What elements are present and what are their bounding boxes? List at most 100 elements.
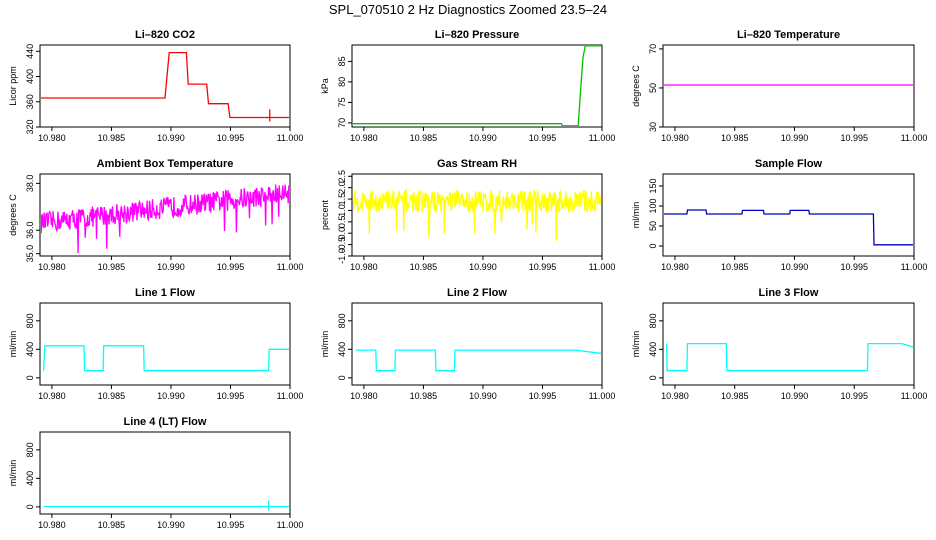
x-tick-label: 11.000 [277, 391, 304, 401]
y-tick-label: 0 [648, 375, 658, 380]
x-tick-label: 10.995 [840, 262, 868, 272]
x-tick-label: 10.995 [217, 133, 245, 143]
y-tick-label: 400 [25, 342, 35, 357]
panel-title: Line 2 Flow [447, 287, 507, 299]
y-tick-label: 38.0 [25, 175, 35, 193]
y-tick-label: -1.0 [337, 248, 347, 264]
x-tick-label: 10.995 [217, 520, 245, 530]
y-tick-label: 0 [337, 375, 347, 380]
x-tick-label: 10.990 [469, 391, 497, 401]
series-line [664, 209, 913, 246]
y-tick-label: 800 [337, 313, 347, 328]
plot-frame [351, 44, 603, 128]
x-tick-label: 10.985 [410, 262, 438, 272]
x-tick-label: 10.990 [469, 262, 497, 272]
y-tick-label: 1.0 [337, 204, 347, 217]
x-tick-label: 10.995 [529, 133, 557, 143]
y-axis-label: ml/min [320, 331, 330, 358]
series-line [665, 342, 913, 372]
x-tick-label: 10.995 [217, 262, 245, 272]
plot-frame [39, 302, 291, 386]
x-tick-label: 11.000 [589, 262, 616, 272]
y-tick-label: 70 [337, 118, 347, 128]
y-tick-label: 0 [25, 504, 35, 509]
series-line [353, 188, 601, 241]
panel-title: Gas Stream RH [437, 158, 517, 170]
plot-frame [351, 173, 603, 257]
y-tick-label: 360 [25, 94, 35, 109]
y-axis-label: ml/min [631, 202, 641, 229]
x-tick-label: 10.985 [98, 262, 126, 272]
x-tick-label: 10.980 [661, 262, 689, 272]
y-tick-label: 400 [337, 342, 347, 357]
y-axis-label: degrees C [631, 65, 641, 107]
x-tick-label: 10.995 [840, 133, 868, 143]
panel-8: Line 2 Flow 10.980 10.985 10.990 10.995 11.00… [320, 287, 615, 401]
x-tick-label: 10.985 [98, 391, 126, 401]
panel-6: Sample Flow 10.980 10.985 10.990 10.995 11.00… [631, 158, 927, 272]
x-tick-label: 11.000 [589, 391, 616, 401]
plot-frame [39, 431, 291, 515]
y-axis-label: percent [320, 199, 330, 230]
x-tick-label: 10.990 [781, 391, 809, 401]
x-tick-label: 10.995 [529, 262, 557, 272]
x-tick-label: 11.000 [901, 391, 928, 401]
y-tick-label: 0.5 [337, 216, 347, 229]
panel-10: Line 4 (LT) Flow 10.980 10.985 10.990 10.995… [8, 416, 303, 530]
plot-frame [662, 302, 915, 386]
series-line [41, 51, 289, 119]
plot-frame [662, 173, 915, 257]
x-tick-label: 11.000 [277, 262, 304, 272]
x-tick-label: 11.000 [589, 133, 616, 143]
panel-title: Ambient Box Temperature [97, 158, 234, 170]
panel-7: Line 1 Flow 10.980 10.985 10.990 10.995 11.00… [8, 287, 303, 401]
series-line [353, 46, 601, 126]
panel-4: Ambient Box Temperature 10.980 10.985 10.99… [8, 158, 303, 272]
x-tick-label: 10.985 [721, 391, 749, 401]
y-tick-label: 400 [25, 471, 35, 486]
x-tick-label: 10.985 [410, 391, 438, 401]
x-tick-label: 10.985 [721, 133, 749, 143]
y-tick-label: 50 [648, 221, 658, 231]
y-tick-label: 80 [337, 77, 347, 87]
y-axis-label: ml/min [631, 331, 641, 358]
panel-title: Sample Flow [755, 158, 823, 170]
plot-frame [39, 44, 291, 128]
y-tick-label: 320 [25, 119, 35, 134]
y-tick-label: 100 [648, 198, 658, 213]
series-line [41, 184, 289, 254]
x-tick-label: 10.995 [840, 391, 868, 401]
y-tick-label: 70 [648, 44, 658, 54]
x-tick-label: 10.980 [350, 133, 378, 143]
y-tick-label: 30 [648, 122, 658, 132]
x-tick-label: 10.995 [217, 391, 245, 401]
y-tick-label: 800 [25, 313, 35, 328]
y-tick-label: 400 [648, 342, 658, 357]
y-tick-label: -0.5 [337, 237, 347, 253]
x-tick-label: 10.990 [781, 133, 809, 143]
panel-2: Li–820 Pressure 10.980 10.985 10.990 10.995 1… [320, 29, 615, 143]
panel-title: Line 4 (LT) Flow [124, 416, 207, 428]
y-tick-label: 50 [648, 83, 658, 93]
y-tick-label: 0 [648, 243, 658, 248]
x-tick-label: 11.000 [901, 133, 928, 143]
x-tick-label: 10.980 [661, 391, 689, 401]
y-tick-label: 0 [25, 375, 35, 380]
panel-1: Li–820 CO2 10.980 10.985 10.990 10.995 11.000… [8, 29, 303, 143]
y-tick-label: 1.5 [337, 193, 347, 206]
series-line [355, 349, 601, 372]
panel-9: Line 3 Flow 10.980 10.985 10.990 10.995 11.00… [631, 287, 927, 401]
panel-title: Line 1 Flow [135, 287, 195, 299]
x-tick-label: 10.985 [410, 133, 438, 143]
y-tick-label: 440 [25, 44, 35, 59]
y-tick-label: 0.0 [337, 227, 347, 240]
y-axis-label: ml/min [8, 460, 18, 487]
series-line [42, 345, 289, 372]
panel-title: Li–820 CO2 [135, 29, 195, 41]
x-tick-label: 11.000 [277, 520, 304, 530]
y-tick-label: 2.0 [337, 181, 347, 194]
x-tick-label: 10.980 [661, 133, 689, 143]
x-tick-label: 10.990 [157, 262, 185, 272]
